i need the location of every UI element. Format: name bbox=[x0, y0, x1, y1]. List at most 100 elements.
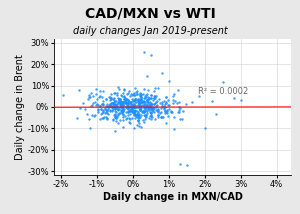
Point bbox=[155, 108, 160, 111]
Point bbox=[109, 97, 114, 100]
Point bbox=[147, 105, 152, 108]
Point bbox=[129, 110, 134, 113]
Point bbox=[119, 102, 124, 105]
Point bbox=[141, 120, 146, 124]
Point bbox=[142, 109, 146, 112]
Point bbox=[135, 90, 140, 93]
Point bbox=[148, 103, 153, 107]
Point bbox=[137, 97, 142, 100]
Point bbox=[137, 103, 142, 106]
Point bbox=[129, 102, 134, 105]
Point bbox=[108, 105, 113, 108]
Point bbox=[126, 108, 131, 111]
Point bbox=[98, 90, 102, 93]
Point bbox=[147, 97, 152, 101]
Point bbox=[112, 106, 116, 109]
Point bbox=[142, 114, 146, 117]
Point bbox=[144, 114, 148, 117]
Point bbox=[171, 102, 176, 105]
Point bbox=[110, 102, 114, 105]
Point bbox=[112, 106, 117, 109]
Point bbox=[100, 90, 105, 93]
Point bbox=[136, 101, 141, 104]
Point bbox=[110, 105, 115, 108]
Point bbox=[125, 99, 130, 102]
Point bbox=[164, 102, 169, 105]
Point bbox=[138, 107, 143, 110]
Point bbox=[126, 91, 130, 95]
Point bbox=[161, 115, 166, 119]
Point bbox=[125, 102, 130, 106]
Point bbox=[132, 113, 137, 116]
Point bbox=[121, 100, 126, 104]
Point bbox=[100, 100, 105, 103]
Point bbox=[119, 109, 124, 113]
Point bbox=[132, 97, 137, 101]
Point bbox=[137, 124, 142, 127]
Point bbox=[96, 95, 101, 98]
Point bbox=[170, 94, 175, 97]
Point bbox=[130, 106, 135, 109]
Point bbox=[131, 127, 136, 130]
Point bbox=[126, 99, 131, 103]
Point bbox=[164, 108, 169, 111]
Point bbox=[130, 106, 135, 109]
Point bbox=[178, 107, 183, 110]
Point bbox=[107, 103, 112, 106]
Point bbox=[137, 104, 142, 108]
Point bbox=[214, 112, 218, 115]
Point bbox=[131, 111, 136, 114]
Point bbox=[145, 74, 150, 78]
Point bbox=[126, 101, 130, 104]
Point bbox=[150, 107, 155, 110]
Point bbox=[153, 109, 158, 112]
Point bbox=[100, 109, 105, 113]
Point bbox=[139, 98, 144, 101]
Point bbox=[105, 104, 110, 107]
Point bbox=[90, 95, 95, 98]
Point bbox=[131, 105, 136, 108]
Point bbox=[113, 103, 118, 106]
Point bbox=[121, 102, 126, 106]
Point bbox=[149, 97, 154, 100]
Point bbox=[120, 113, 125, 116]
Point bbox=[156, 116, 161, 119]
Point bbox=[139, 100, 143, 104]
Point bbox=[132, 102, 137, 106]
Point bbox=[156, 113, 161, 116]
Point bbox=[133, 109, 137, 113]
Point bbox=[144, 115, 148, 118]
Point bbox=[93, 113, 98, 116]
Point bbox=[148, 101, 153, 105]
Point bbox=[95, 103, 100, 106]
Point bbox=[146, 88, 150, 92]
Point bbox=[154, 104, 159, 107]
Point bbox=[113, 100, 118, 103]
Point bbox=[105, 112, 110, 115]
Point bbox=[151, 102, 156, 106]
Point bbox=[202, 127, 207, 130]
Point bbox=[118, 100, 123, 103]
Point bbox=[135, 123, 140, 127]
Point bbox=[138, 98, 143, 101]
Point bbox=[120, 105, 125, 108]
Point bbox=[140, 109, 145, 113]
Point bbox=[162, 111, 167, 115]
Point bbox=[142, 100, 147, 104]
Point bbox=[131, 92, 136, 95]
Point bbox=[151, 107, 156, 110]
Point bbox=[142, 104, 146, 107]
Point bbox=[148, 107, 153, 111]
Point bbox=[142, 102, 146, 105]
Point bbox=[132, 111, 136, 114]
Point bbox=[136, 113, 140, 117]
Point bbox=[142, 96, 147, 100]
Point bbox=[118, 104, 123, 108]
Point bbox=[138, 108, 142, 111]
Point bbox=[171, 99, 176, 102]
Point bbox=[88, 91, 93, 95]
Point bbox=[105, 109, 110, 113]
Point bbox=[125, 106, 130, 109]
Point bbox=[177, 100, 182, 104]
Point bbox=[125, 107, 130, 110]
